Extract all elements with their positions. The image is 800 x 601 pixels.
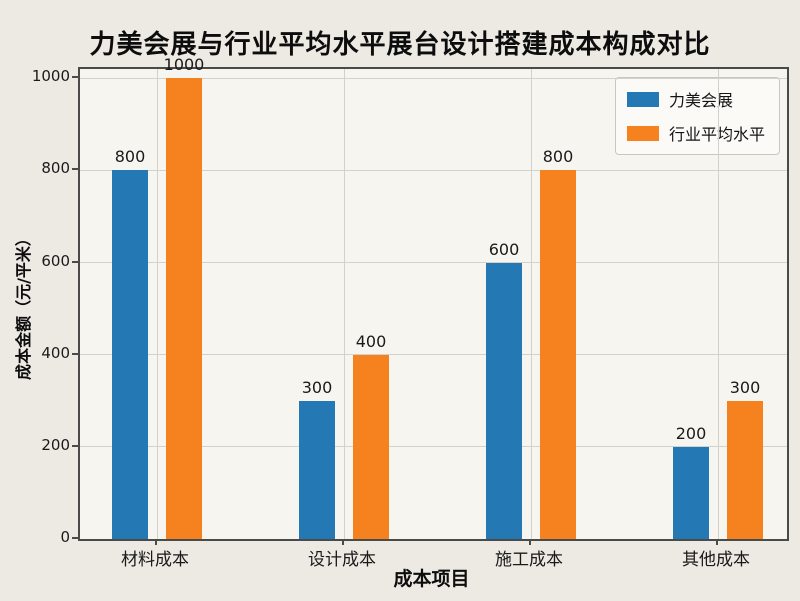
bar-value-label: 200 — [675, 423, 707, 443]
gridline-horizontal — [80, 446, 787, 448]
legend-label: 力美会展 — [668, 91, 733, 110]
x-axis-label: 成本项目 — [393, 568, 470, 590]
plot-area: 力美会展行业平均水平 800 1000 300 400 600 800 200 300 — [78, 55, 789, 541]
legend-swatch-icon — [626, 91, 659, 107]
y-tick-mark — [72, 352, 78, 355]
x-tick-label: 其他成本 — [682, 550, 750, 570]
bar-value-label: 800 — [542, 147, 574, 167]
legend: 力美会展行业平均水平 — [614, 77, 780, 155]
bar-value-label: 300 — [729, 377, 761, 397]
x-tick-label: 材料成本 — [121, 550, 189, 570]
legend-item: 力美会展 — [626, 87, 765, 111]
y-tick-label: 200 — [41, 435, 70, 454]
gridline-horizontal — [80, 77, 787, 79]
legend-label: 行业平均水平 — [669, 121, 765, 145]
gridline-vertical — [156, 69, 158, 539]
y-tick-label: 400 — [41, 343, 70, 362]
bar-value-label: 800 — [114, 147, 146, 167]
y-tick-mark — [72, 260, 78, 263]
bar-value-label: 300 — [301, 377, 333, 397]
y-tick-label: 800 — [41, 159, 70, 178]
x-tick-mark — [155, 539, 157, 545]
y-tick-label: 600 — [41, 251, 70, 270]
bar-value-label: 400 — [355, 331, 387, 351]
bar-value-label: 600 — [488, 239, 520, 259]
gridline-vertical — [343, 69, 345, 539]
legend-item: 行业平均水平 — [626, 121, 765, 145]
bar-series2 — [540, 170, 576, 539]
y-tick-mark — [72, 444, 78, 447]
x-tick-mark — [342, 539, 344, 545]
y-axis-label: 成本金额（元/平米） — [14, 230, 33, 380]
bar-series2 — [727, 400, 763, 539]
gridline-vertical — [717, 69, 719, 539]
bar-series1 — [112, 170, 148, 539]
gridline-horizontal — [80, 354, 787, 356]
y-tick-mark — [72, 76, 78, 79]
gridline-horizontal — [80, 169, 787, 171]
bar-series2 — [166, 78, 202, 539]
gridline-vertical — [530, 69, 532, 539]
bar-series1 — [673, 446, 709, 539]
y-tick-mark — [72, 537, 78, 539]
x-tick-mark — [529, 539, 531, 545]
bar-series2 — [353, 354, 389, 539]
x-tick-label: 施工成本 — [495, 550, 563, 570]
x-tick-label: 设计成本 — [308, 550, 376, 570]
chart-title: 力美会展与行业平均水平展台设计搭建成本构成对比 — [89, 30, 711, 60]
y-tick-label: 1000 — [31, 67, 70, 86]
bar-series1 — [486, 262, 522, 539]
gridline-horizontal — [80, 262, 787, 264]
bar-series1 — [299, 400, 335, 539]
y-tick-mark — [72, 168, 78, 171]
x-tick-mark — [716, 539, 718, 545]
y-tick-label: 0 — [60, 528, 70, 546]
bar-value-label: 1000 — [163, 55, 205, 75]
legend-swatch-icon — [626, 125, 659, 141]
